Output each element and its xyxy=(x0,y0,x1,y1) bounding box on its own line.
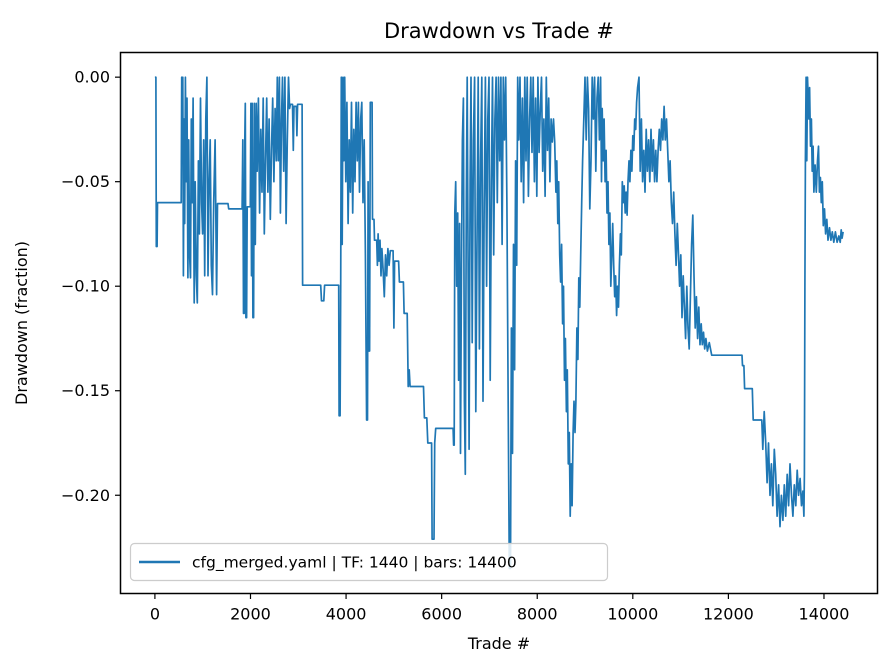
chart-title: Drawdown vs Trade # xyxy=(384,19,614,43)
y-tick-label: −0.20 xyxy=(61,486,110,505)
plot-border xyxy=(119,51,879,595)
y-axis-label: Drawdown (fraction) xyxy=(12,241,31,405)
x-tick-label: 4000 xyxy=(326,605,367,624)
x-tick-label: 10000 xyxy=(607,605,658,624)
x-tick-label: 14000 xyxy=(799,605,850,624)
y-tick-label: −0.15 xyxy=(61,381,110,400)
legend-box xyxy=(129,542,609,582)
x-tick-label: 6000 xyxy=(421,605,462,624)
y-axis-ticks: 0.00 −0.05 −0.10 −0.15 −0.20 xyxy=(61,68,121,505)
y-tick-label: −0.05 xyxy=(61,172,110,191)
x-tick-label: 2000 xyxy=(230,605,271,624)
y-tick-label: −0.10 xyxy=(61,277,110,296)
x-tick-label: 0 xyxy=(150,605,160,624)
x-axis-label: Trade # xyxy=(467,634,530,653)
drawdown-line-series xyxy=(154,76,844,570)
legend-label: cfg_merged.yaml | TF: 1440 | bars: 14400 xyxy=(192,554,517,573)
x-axis-ticks: 0 2000 4000 6000 8000 10000 12000 14000 xyxy=(150,593,850,624)
legend: cfg_merged.yaml | TF: 1440 | bars: 14400 xyxy=(129,542,609,582)
x-tick-label: 8000 xyxy=(517,605,558,624)
y-tick-label: 0.00 xyxy=(74,68,110,87)
x-tick-label: 12000 xyxy=(703,605,754,624)
